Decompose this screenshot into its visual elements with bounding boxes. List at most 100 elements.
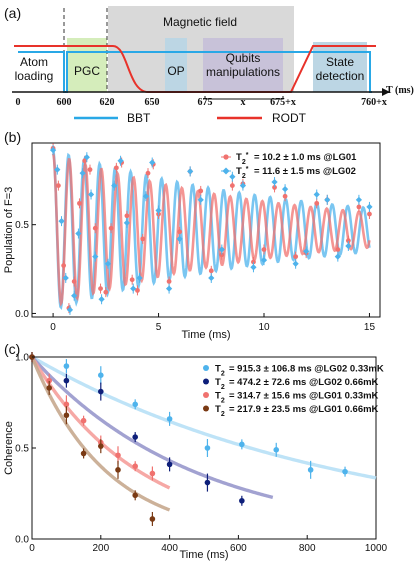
- tick-x: x: [241, 97, 246, 108]
- point-b-0-9: [98, 286, 103, 291]
- point-b-1-29: [250, 264, 257, 271]
- point-b-0-24: [198, 188, 204, 194]
- point-c-0-5: [204, 445, 211, 451]
- point-b-1-2: [58, 218, 65, 225]
- panel-a-label: (a): [4, 5, 21, 21]
- point-c-0-6: [239, 441, 245, 448]
- point-b-1-27: [229, 173, 236, 180]
- legend-lg02-symbol: T2*: [236, 166, 249, 180]
- point-c-0-7: [273, 447, 280, 453]
- point-b-0-40: [367, 211, 372, 217]
- point-b-1-35: [313, 191, 320, 198]
- panel-a: (a) Magnetic field PGC OP Qubits manipul…: [4, 5, 414, 125]
- xtick-label-c-1: 200: [92, 543, 109, 554]
- panel-b-label: (b): [4, 129, 21, 145]
- xtick-label-c-5: 1000: [365, 543, 388, 554]
- panel-c-xlabel: Time (ms): [179, 549, 228, 561]
- point-b-0-2: [61, 263, 67, 268]
- legend-bbt-label: BBT: [127, 111, 151, 125]
- x-bracket: [204, 96, 284, 100]
- point-b-0-30: [261, 247, 267, 252]
- panel-c-label: (c): [4, 341, 20, 357]
- tick-620: 620: [100, 97, 115, 108]
- point-b-1-20: [155, 207, 162, 214]
- point-c-1-3: [132, 434, 138, 440]
- point-b-0-26: [219, 252, 225, 258]
- point-c-1-6: [239, 497, 245, 504]
- point-b-1-38: [345, 242, 352, 250]
- point-b-1-14: [117, 157, 124, 164]
- point-b-1-8: [83, 154, 90, 161]
- ytick-label-b-1: 0.5: [15, 220, 29, 231]
- xtick-label-b-0: 0: [50, 322, 56, 333]
- point-b-1-13: [111, 182, 118, 189]
- point-c-2-7: [149, 470, 156, 477]
- legend-c-marker-1: [203, 378, 209, 385]
- tick-675x: 675+x: [270, 97, 296, 108]
- ytick-label-c-1: 0.5: [15, 444, 29, 455]
- tick-650: 650: [145, 97, 160, 108]
- point-c-0-4: [166, 416, 173, 422]
- point-b-1-23: [187, 168, 194, 175]
- panel-c: (c) 0 200 400 600 800 1000 0.0 0.5 1.0 Time (ms)…: [3, 341, 388, 561]
- xtick-label-c-0: 0: [29, 543, 35, 554]
- state-detection-box: [313, 42, 367, 92]
- point-c-2-1: [46, 377, 52, 384]
- point-b-0-35: [314, 200, 320, 206]
- point-b-1-19: [149, 159, 156, 166]
- point-b-0-25: [208, 268, 214, 274]
- tick-0: 0: [16, 97, 21, 108]
- point-c-2-6: [132, 463, 138, 470]
- qubits-label-2: manipulations: [206, 65, 280, 79]
- point-b-0-4: [71, 279, 77, 284]
- panel-b-xlabel: Time (ms): [181, 329, 230, 341]
- legend-c-label-0: = 915.3 ± 106.8 ms @LG02 0.33mK: [229, 364, 384, 375]
- point-b-0-6: [82, 158, 88, 164]
- point-b-1-7: [79, 170, 86, 177]
- panel-c-ylabel: Coherence: [3, 421, 15, 475]
- xtick-label-b-2: 10: [258, 322, 270, 333]
- xtick-label-b-3: 15: [364, 322, 376, 333]
- legend-c-label-2: = 314.7 ± 15.6 ms @LG01 0.33mK: [229, 391, 379, 402]
- point-b-1-32: [281, 186, 289, 193]
- ytick-label-b-0: 0.0: [15, 309, 29, 320]
- point-b-1-37: [334, 253, 341, 260]
- point-c-1-5: [204, 479, 211, 486]
- point-b-0-22: [177, 229, 183, 235]
- point-c-3-7: [149, 516, 156, 522]
- legend-lg01-symbol: T2*: [236, 152, 249, 166]
- point-b-1-0: [49, 146, 57, 154]
- point-b-0-21: [166, 279, 172, 284]
- point-c-0-3: [132, 401, 138, 408]
- panel-c-ticks: 0 200 400 600 800 1000 0.0 0.5 1.0: [15, 353, 387, 555]
- point-b-0-17: [140, 236, 146, 242]
- legend-c-symbol-2: T2: [215, 391, 225, 405]
- xtick-label-c-4: 800: [299, 543, 316, 554]
- point-c-2-5: [115, 452, 121, 459]
- fit-curve-b-0: [51, 153, 371, 307]
- point-b-1-30: [260, 257, 268, 264]
- point-b-0-5: [77, 200, 82, 206]
- point-b-0-15: [129, 277, 135, 283]
- state-label-2: detection: [316, 69, 365, 83]
- legend-rodt-label: RODT: [272, 111, 307, 125]
- point-b-1-28: [239, 182, 247, 189]
- point-b-1-36: [324, 196, 331, 203]
- tick-760x: 760+x: [361, 97, 387, 108]
- point-c-3-5: [115, 467, 121, 473]
- pgc-label: PGC: [74, 64, 100, 78]
- legend-c-label-3: = 217.9 ± 23.5 ms @LG01 0.66mK: [229, 404, 379, 415]
- point-b-1-9: [87, 191, 95, 198]
- point-b-0-39: [356, 204, 362, 210]
- tick-600: 600: [57, 97, 72, 108]
- point-c-1-1: [63, 377, 70, 384]
- point-c-3-1: [46, 385, 52, 391]
- point-c-2-3: [80, 417, 87, 424]
- panel-b-legend: T2* = 10.2 ± 1.0 ms @LG01 T2* = 11.6 ± 1…: [221, 152, 357, 180]
- atom-loading-label-1: Atom: [20, 55, 48, 69]
- point-b-0-38: [345, 238, 351, 244]
- panel-c-points: [29, 352, 348, 526]
- point-b-0-11: [108, 225, 114, 231]
- point-b-0-7: [87, 167, 93, 173]
- point-b-0-33: [293, 254, 299, 260]
